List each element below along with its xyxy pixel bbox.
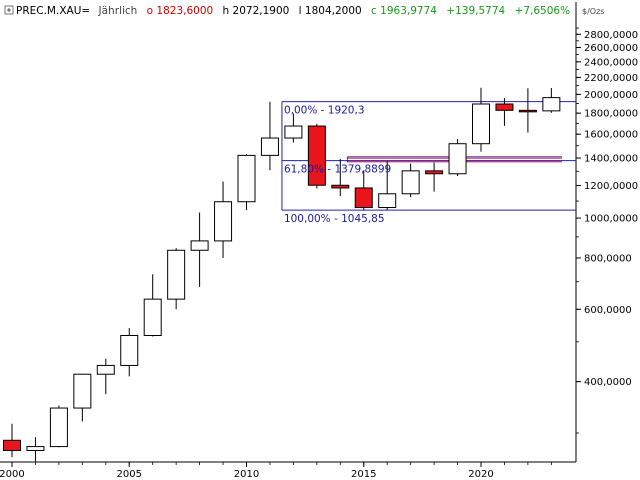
fibonacci-label: 61,80% - 1379,8899	[284, 164, 391, 176]
candle	[120, 328, 139, 377]
y-tick-label: 800,0000	[584, 253, 632, 264]
candle-body-up	[190, 240, 209, 251]
candle-body-down	[495, 103, 514, 111]
header-change: +139,5774	[446, 5, 505, 17]
candle-body-up	[260, 137, 279, 156]
candle	[143, 274, 162, 337]
candle	[73, 373, 92, 422]
header-open: o 1823,6000	[147, 5, 214, 17]
candle	[401, 163, 420, 198]
header-close: c 1963,9774	[371, 5, 437, 17]
fibonacci-label: 100,00% - 1045,85	[284, 213, 385, 225]
x-tick-label: 2010	[234, 469, 259, 480]
candle	[307, 123, 326, 189]
candle-body-down	[354, 187, 373, 209]
candle-body-up	[167, 249, 186, 300]
candle	[260, 101, 279, 171]
candle-body-down	[3, 439, 21, 451]
header-change-pct: +7,6506%	[515, 5, 571, 17]
candle-body-down	[331, 184, 350, 189]
candle-body-up	[472, 103, 490, 145]
y-tick-label: 1000,0000	[584, 214, 638, 225]
candle-body-up	[378, 193, 397, 209]
candle-body-down	[518, 109, 537, 113]
candle	[518, 88, 537, 133]
y-tick-label: 2000,0000	[584, 90, 638, 101]
y-tick-label: 2400,0000	[584, 57, 638, 68]
y-tick-label: 400,0000	[584, 377, 632, 388]
y-tick-label: 1200,0000	[584, 181, 638, 192]
y-tick-label: 2600,0000	[584, 43, 638, 54]
candle	[448, 139, 467, 176]
candle	[237, 154, 256, 211]
svg-text:PREC.M.XAU= Jährlich: PREC.M.XAU= Jährlich o 1823,6000 h 2072,…	[16, 5, 570, 17]
candle-body-up	[284, 125, 303, 139]
candle	[3, 423, 21, 458]
candle	[472, 87, 490, 152]
chart-header: PREC.M.XAU= Jährlich o 1823,6000 h 2072,…	[4, 5, 570, 17]
y-tick-label: 600,0000	[584, 305, 632, 316]
candle-body-down	[307, 125, 326, 186]
candle-body-up	[120, 335, 139, 366]
y-tick-label: 2200,0000	[584, 73, 638, 84]
candle	[542, 88, 561, 113]
candle-body-up	[214, 201, 233, 242]
candle	[167, 248, 186, 310]
y-tick-label: 1400,0000	[584, 154, 638, 165]
y-tick-label: 1800,0000	[584, 109, 638, 120]
x-tick-label: 2005	[117, 469, 142, 480]
y-unit-label: $/Ozs	[582, 7, 604, 16]
candle-body-up	[448, 143, 467, 175]
candle-body-up	[26, 446, 45, 451]
candle-body-up	[237, 154, 256, 203]
candle	[331, 159, 350, 197]
candle	[354, 170, 373, 211]
x-tick-label: 2000	[0, 469, 25, 480]
fibonacci-label: 0,00% - 1920,3	[284, 105, 365, 117]
candle-body-up	[401, 170, 420, 195]
candle-body-up	[143, 298, 162, 337]
chart-menu-button[interactable]	[4, 5, 14, 15]
candle-body-up	[96, 364, 115, 375]
candle	[425, 162, 444, 192]
candle-body-up	[542, 97, 561, 112]
candle	[214, 181, 233, 258]
candle-body-down	[425, 170, 444, 175]
candle	[49, 405, 68, 448]
y-tick-label: 1600,0000	[584, 130, 638, 141]
candle	[284, 113, 303, 143]
candle	[96, 358, 115, 395]
header-low: l 1804,2000	[299, 5, 362, 17]
header-high: h 2072,1900	[223, 5, 290, 17]
candle	[495, 98, 514, 126]
y-tick-label: 2800,0000	[584, 30, 638, 41]
header-symbol: PREC.M.XAU=	[16, 5, 90, 17]
candle	[378, 161, 397, 211]
candle	[26, 437, 45, 462]
candle-body-up	[73, 373, 92, 409]
x-tick-label: 2020	[468, 469, 493, 480]
candle	[190, 212, 209, 287]
candle-body-up	[49, 407, 68, 448]
x-tick-label: 2015	[351, 469, 376, 480]
header-period: Jährlich	[98, 5, 138, 17]
